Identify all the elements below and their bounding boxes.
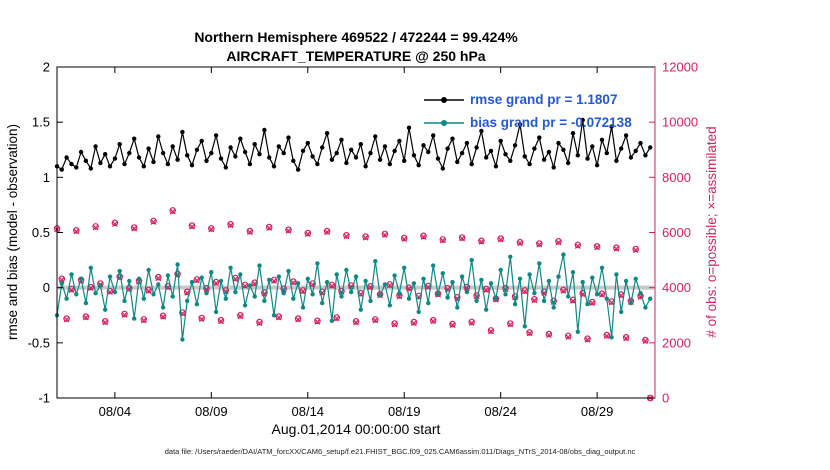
chart-title-line2: AIRCRAFT_TEMPERATURE @ 250 hPa — [226, 48, 485, 64]
y-right-tick-label: 12000 — [662, 60, 698, 75]
series-possible — [53, 207, 654, 402]
y-right-tick-label: 4000 — [662, 280, 691, 295]
legend-rmse-marker — [441, 97, 447, 103]
y-right-tick-label: 6000 — [662, 225, 691, 240]
x-tick-label: 08/09 — [195, 404, 228, 419]
y-left-tick-label: 2 — [43, 60, 50, 75]
series-assimilated — [54, 208, 654, 401]
legend-rmse-label: rmse grand pr = 1.1807 — [470, 92, 617, 107]
y-right-tick-label: 2000 — [662, 335, 691, 350]
x-tick-label: 08/29 — [581, 404, 614, 419]
data-series-layer — [53, 117, 654, 402]
x-axis-label: Aug.01,2014 00:00:00 start — [272, 421, 441, 437]
legend: rmse grand pr = 1.1807 bias grand pr = -… — [424, 92, 632, 130]
y-right-tick-label: 0 — [662, 391, 669, 406]
y-right-tick-label: 10000 — [662, 115, 698, 130]
x-tick-label: 08/04 — [99, 404, 132, 419]
y-left-tick-label: 1 — [43, 170, 50, 185]
legend-bias-marker — [441, 120, 447, 126]
x-tick-label: 08/19 — [388, 404, 421, 419]
chart-title-line1: Northern Hemisphere 469522 / 472244 = 99… — [194, 29, 518, 45]
y-left-tick-label: -0.5 — [28, 335, 50, 350]
y-left-tick-label: 0.5 — [32, 225, 50, 240]
y-left-tick-label: 1.5 — [32, 115, 50, 130]
y-axis-label-left: rmse and bias (model - observation) — [5, 124, 20, 340]
data-file-path: data file: /Users/raeder/DAI/ATM_forcXX/… — [165, 447, 636, 456]
axis-ticks-layer: 08/04 08/09 08/14 08/19 08/24 08/29 -1 -0.5 0 0.5… — [28, 60, 699, 420]
y-right-tick-label: 8000 — [662, 170, 691, 185]
y-axis-label-right: # of obs: o=possible; ×=assimilated — [704, 126, 719, 337]
legend-bias-label: bias grand pr = -0.072138 — [470, 115, 632, 130]
series-bias — [54, 252, 653, 342]
y-left-tick-label: 0 — [43, 280, 50, 295]
y-left-tick-label: -1 — [38, 391, 50, 406]
x-tick-label: 08/14 — [292, 404, 325, 419]
series-rmse — [54, 117, 653, 172]
x-tick-label: 08/24 — [484, 404, 517, 419]
